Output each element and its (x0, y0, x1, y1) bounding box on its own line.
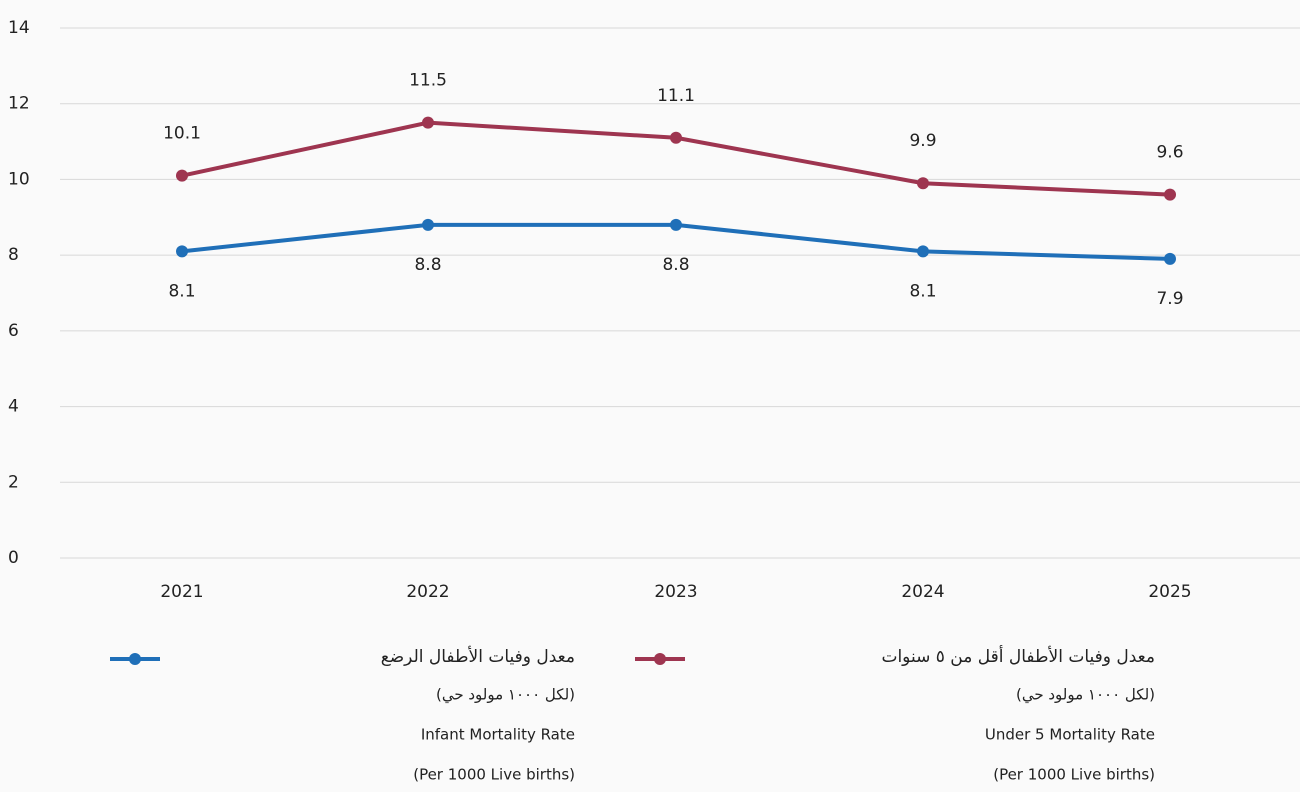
legend-detail: Under 5 Mortality Rate (985, 726, 1155, 744)
legend-detail: (لكل ١٠٠٠ مولود حي) (1016, 686, 1155, 705)
point (422, 116, 434, 129)
y-tick-label: 0 (8, 548, 19, 568)
legend-detail: (Per 1000 Live births) (993, 766, 1155, 784)
point (917, 177, 929, 190)
x-tick-label: 2023 (654, 582, 697, 602)
point (1164, 252, 1176, 265)
legend-marker (129, 653, 141, 665)
data-label: 9.9 (909, 131, 936, 151)
point (670, 131, 682, 144)
y-tick-label: 8 (8, 245, 19, 265)
data-label: 11.5 (409, 71, 447, 91)
x-tick-label: 2021 (160, 582, 203, 602)
legend-label: معدل وفيات الأطفال أقل من ٥ سنوات (881, 645, 1155, 667)
data-label: 10.1 (163, 124, 201, 144)
y-tick-label: 10 (8, 169, 30, 189)
point (670, 218, 682, 231)
data-label: 8.1 (168, 281, 195, 301)
point (422, 218, 434, 231)
legend-label: معدل وفيات الأطفال الرضع (381, 646, 575, 667)
y-tick-label: 14 (8, 18, 30, 38)
y-tick-label: 2 (8, 472, 19, 492)
point (1164, 188, 1176, 201)
data-label: 11.1 (657, 86, 695, 106)
x-tick-label: 2024 (901, 582, 944, 602)
y-tick-label: 12 (8, 94, 30, 114)
point (176, 245, 188, 258)
data-label: 8.1 (909, 281, 936, 301)
legend-marker (654, 653, 666, 665)
data-label: 9.6 (1156, 143, 1183, 163)
legend-detail: (لكل ١٠٠٠ مولود حي) (436, 686, 575, 705)
y-tick-label: 4 (8, 397, 19, 417)
point (176, 169, 188, 182)
legend-detail: Infant Mortality Rate (421, 726, 575, 744)
y-tick-label: 6 (8, 321, 19, 341)
x-tick-label: 2025 (1148, 582, 1191, 602)
data-label: 8.8 (414, 255, 441, 275)
data-label: 7.9 (1156, 289, 1183, 309)
point (917, 245, 929, 258)
x-tick-label: 2022 (406, 582, 449, 602)
data-label: 8.8 (662, 255, 689, 275)
legend-detail: (Per 1000 Live births) (413, 766, 575, 784)
